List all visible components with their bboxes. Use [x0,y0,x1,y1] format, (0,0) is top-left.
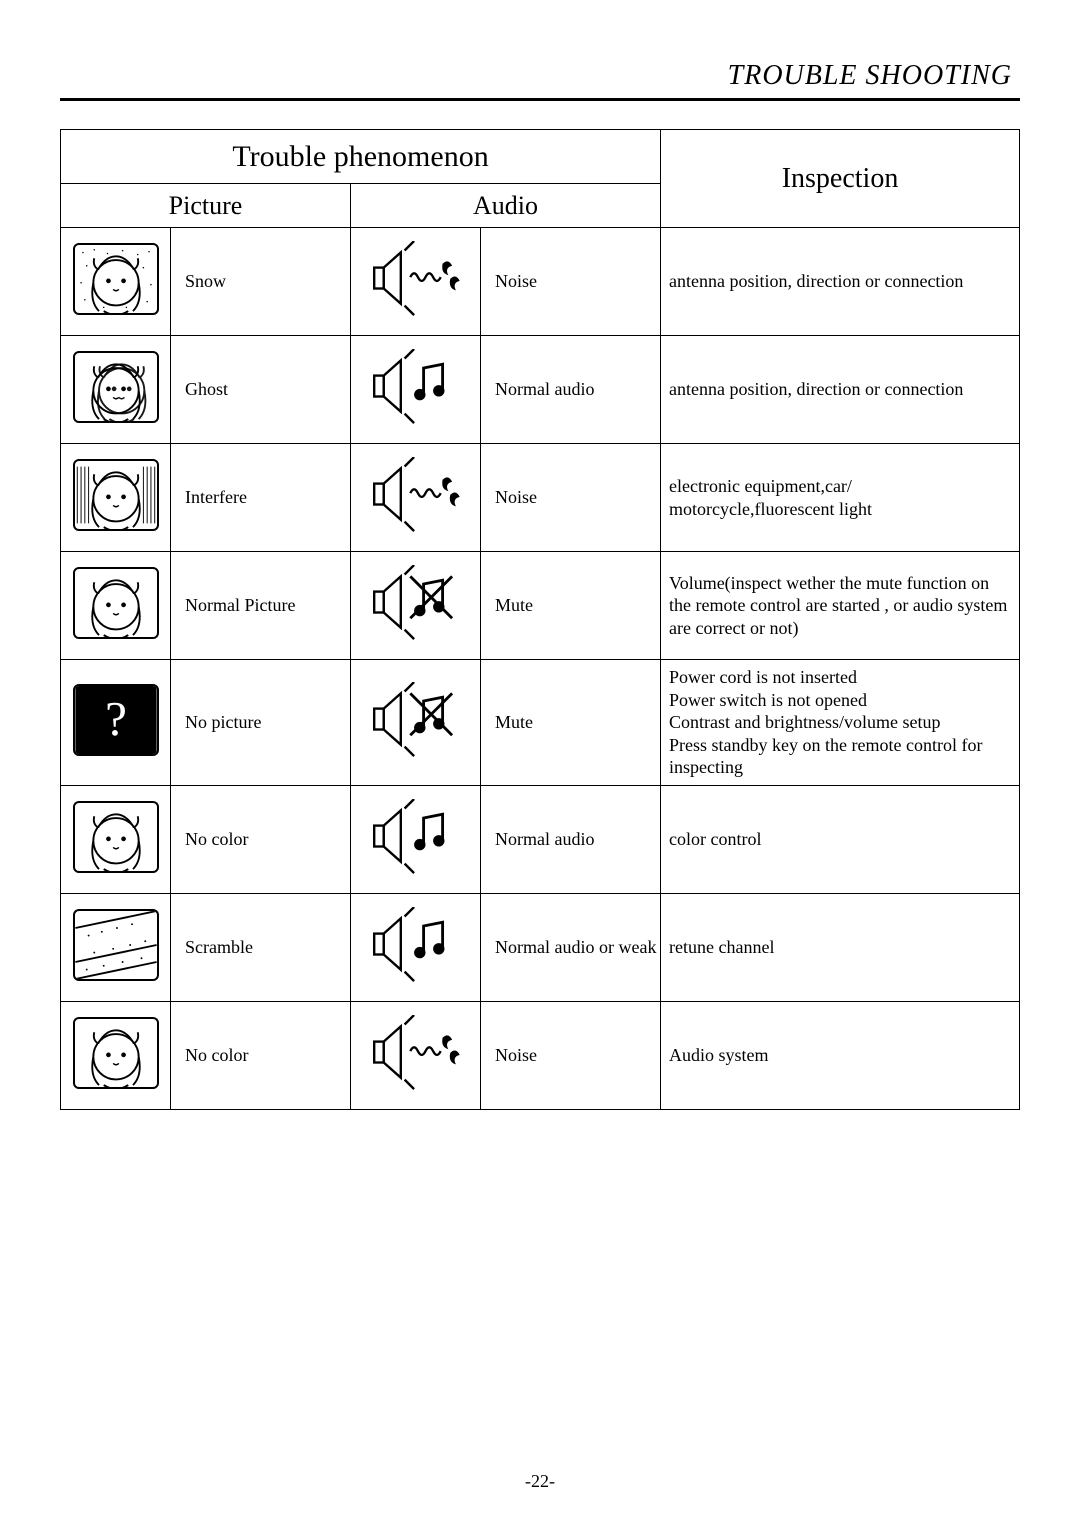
picture-label: Snow [171,228,351,336]
audio-icon [351,336,481,444]
audio-label: Noise [481,444,661,552]
audio-label: Normal audio [481,336,661,444]
table-row: Ghost Normal audioantenna position, direc… [61,336,1020,444]
inspection-text: electronic equipment,car/motorcycle,fluo… [661,444,1020,552]
table-row: No picture MutePower cord is not inserted… [61,660,1020,786]
picture-icon [61,336,171,444]
audio-label: Mute [481,552,661,660]
audio-label: Mute [481,660,661,786]
picture-label: No color [171,1001,351,1109]
inspection-text: Power cord is not insertedPower switch i… [661,660,1020,786]
troubleshooting-table: Trouble phenomenon Inspection Picture Au… [60,129,1020,1110]
picture-icon [61,785,171,893]
picture-icon [61,660,171,786]
th-trouble-phenomenon: Trouble phenomenon [61,130,661,184]
header-rule [60,98,1020,101]
audio-icon [351,228,481,336]
inspection-text: antenna position, direction or connectio… [661,336,1020,444]
picture-icon [61,228,171,336]
picture-icon [61,893,171,1001]
inspection-text: Volume(inspect wether the mute function … [661,552,1020,660]
picture-label: No picture [171,660,351,786]
audio-icon [351,893,481,1001]
audio-label: Noise [481,1001,661,1109]
table-row: Interfere Noiseelectronic equipment,car/m… [61,444,1020,552]
table-row: Snow Noiseantenna position, direction or … [61,228,1020,336]
table-row: No color Normal audiocolor control [61,785,1020,893]
picture-label: Scramble [171,893,351,1001]
picture-icon [61,1001,171,1109]
inspection-text: retune channel [661,893,1020,1001]
audio-icon [351,785,481,893]
picture-icon [61,552,171,660]
audio-icon [351,660,481,786]
inspection-text: Audio system [661,1001,1020,1109]
table-row: Normal Picture MuteVolume(inspect wether … [61,552,1020,660]
th-inspection: Inspection [661,130,1020,228]
audio-icon [351,444,481,552]
picture-label: No color [171,785,351,893]
picture-label: Normal Picture [171,552,351,660]
th-picture: Picture [61,184,351,228]
audio-label: Normal audio or weak [481,893,661,1001]
page-header-title: TROUBLE SHOOTING [60,60,1020,98]
audio-icon [351,1001,481,1109]
th-audio: Audio [351,184,661,228]
audio-label: Noise [481,228,661,336]
picture-label: Interfere [171,444,351,552]
picture-icon [61,444,171,552]
table-row: Scramble Normal audio or weakretune chann… [61,893,1020,1001]
audio-label: Normal audio [481,785,661,893]
page-number: -22- [0,1471,1080,1492]
audio-icon [351,552,481,660]
picture-label: Ghost [171,336,351,444]
table-row: No color NoiseAudio system [61,1001,1020,1109]
inspection-text: color control [661,785,1020,893]
inspection-text: antenna position, direction or connectio… [661,228,1020,336]
